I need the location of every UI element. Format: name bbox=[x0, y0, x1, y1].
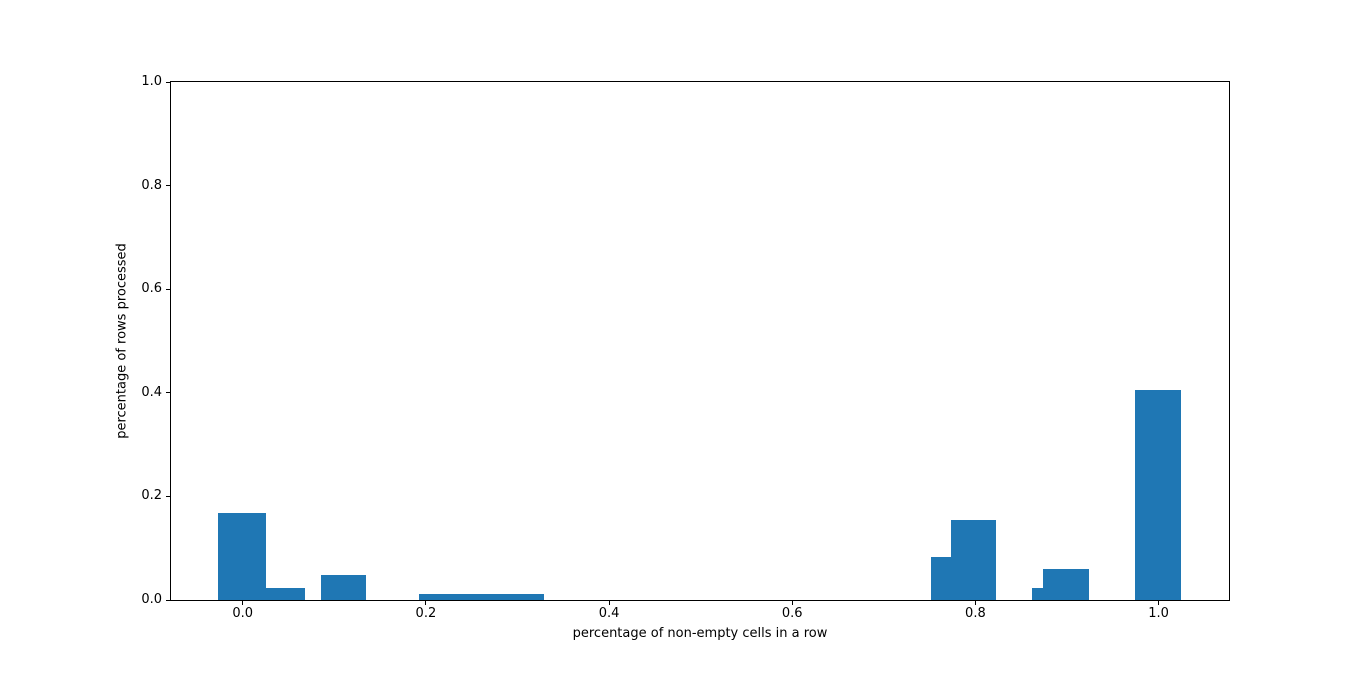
x-axis-label: percentage of non-empty cells in a row bbox=[572, 626, 828, 641]
x-tick-label: 0.8 bbox=[965, 606, 986, 621]
y-tick-mark bbox=[166, 81, 170, 83]
x-tick-mark bbox=[1158, 601, 1160, 605]
histogram-bar bbox=[218, 513, 266, 600]
x-tick-mark bbox=[242, 601, 244, 605]
y-tick-label: 0.6 bbox=[141, 281, 162, 297]
x-tick-label: 1.0 bbox=[1148, 606, 1169, 621]
y-tick-mark bbox=[166, 288, 170, 290]
x-tick-label: 0.4 bbox=[598, 606, 620, 621]
histogram-bar bbox=[1032, 588, 1044, 600]
y-tick-mark bbox=[166, 185, 170, 187]
histogram-bar bbox=[418, 593, 545, 600]
x-tick-label: 0.2 bbox=[415, 606, 437, 621]
y-tick-label: 1.0 bbox=[141, 74, 162, 89]
x-tick-label: 0.0 bbox=[232, 606, 254, 621]
x-tick-mark bbox=[791, 601, 793, 605]
y-axis-label: percentage of rows processed bbox=[114, 243, 130, 439]
x-tick-mark bbox=[974, 601, 976, 605]
y-tick-mark bbox=[166, 599, 170, 601]
histogram-bar bbox=[1043, 568, 1089, 600]
histogram-bar bbox=[950, 520, 996, 600]
histogram-bar bbox=[930, 557, 951, 600]
histogram-bar bbox=[265, 588, 305, 600]
x-tick-mark bbox=[425, 601, 427, 605]
y-tick-label: 0.4 bbox=[141, 384, 162, 400]
y-tick-label: 0.2 bbox=[141, 488, 162, 504]
histogram-bar bbox=[320, 574, 367, 600]
x-tick-label: 0.6 bbox=[781, 606, 803, 621]
y-tick-label: 0.0 bbox=[141, 592, 162, 607]
y-tick-mark bbox=[166, 392, 170, 394]
histogram-bar bbox=[1134, 390, 1182, 600]
y-tick-label: 0.8 bbox=[141, 177, 162, 193]
y-tick-mark bbox=[166, 495, 170, 497]
x-tick-mark bbox=[608, 601, 610, 605]
plot-area bbox=[170, 81, 1230, 601]
